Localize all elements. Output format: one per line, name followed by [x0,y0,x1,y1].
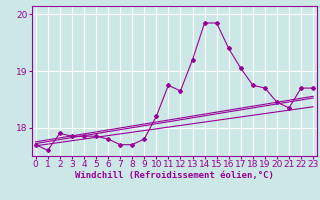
X-axis label: Windchill (Refroidissement éolien,°C): Windchill (Refroidissement éolien,°C) [75,171,274,180]
